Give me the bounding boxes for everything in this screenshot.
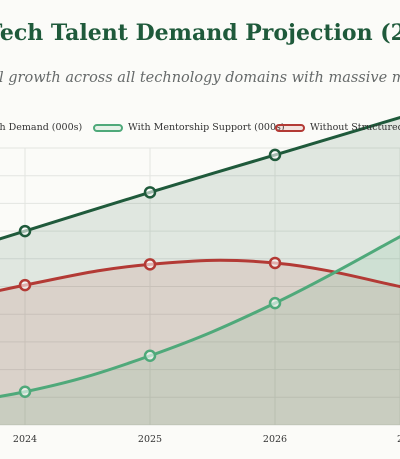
- legend-item-mentorship[interactable]: With Mentorship Support (000s): [93, 120, 285, 136]
- legend-label-without-support: Without Structured Su: [310, 122, 400, 133]
- data-point-0-2: [143, 186, 157, 199]
- data-point-0-1: [18, 224, 32, 238]
- data-point-1-1: [18, 385, 32, 399]
- data-point-1-3: [268, 296, 282, 310]
- x-tick-label: 2026: [263, 434, 287, 445]
- x-tick-label: 2024: [13, 434, 37, 445]
- legend-label-tech-demand: Tech Demand (000s): [0, 122, 83, 133]
- chart-title: Tech Talent Demand Projection (202: [0, 20, 400, 46]
- legend-item-tech-demand[interactable]: Tech Demand (000s): [0, 120, 82, 136]
- data-point-2-2: [143, 258, 157, 271]
- data-point-1-2: [143, 349, 157, 362]
- series-area-2: [0, 260, 400, 425]
- chart-legend: Tech Demand (000s) With Mentorship Suppo…: [0, 120, 400, 136]
- x-tick-label: 2: [397, 434, 400, 445]
- x-tick-label: 2025: [138, 434, 162, 445]
- chart-subtitle: l growth across all technology domains w…: [0, 70, 400, 86]
- legend-swatch-mentorship: [93, 124, 123, 132]
- data-point-2-1: [18, 278, 32, 292]
- legend-swatch-without-support: [275, 124, 305, 132]
- data-point-0-3: [268, 148, 282, 162]
- data-point-2-3: [268, 256, 282, 270]
- series-area-1: [0, 236, 400, 425]
- legend-item-without-support[interactable]: Without Structured Su: [275, 120, 400, 136]
- legend-label-mentorship: With Mentorship Support (000s): [128, 122, 285, 133]
- series-area-0: [0, 117, 400, 425]
